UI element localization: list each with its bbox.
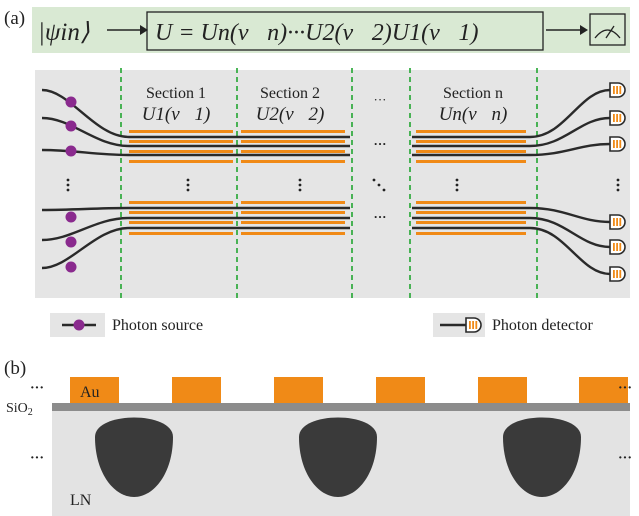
section-dividers bbox=[120, 68, 538, 298]
panel-a-label: (a) bbox=[4, 8, 25, 29]
sio2-label: SiO2 bbox=[6, 401, 33, 418]
vertical-ellipsis bbox=[66, 178, 620, 192]
section-n-title: Section n bbox=[443, 85, 503, 102]
section-2-operator: U2(v⃗2) bbox=[256, 104, 325, 125]
photon-source-icon bbox=[73, 319, 85, 331]
legend-photon-source: Photon source bbox=[50, 313, 203, 337]
unitary-expression: U = Un(v⃗n)···U2(v⃗2)U1(v⃗1) bbox=[155, 20, 478, 46]
output-waveguides bbox=[529, 88, 611, 276]
ln-label: LN bbox=[70, 492, 92, 509]
section-1-operator: U1(v⃗1) bbox=[142, 104, 211, 125]
ellipsis-right-bottom: ··· bbox=[618, 451, 632, 466]
photon-detector-icon bbox=[465, 317, 482, 333]
photon-detector-icon bbox=[609, 136, 626, 152]
electrodes bbox=[129, 130, 526, 235]
horizontal-ellipsis: ··· bbox=[373, 136, 386, 151]
horizontal-ellipsis: ··· bbox=[374, 92, 387, 107]
arrow-icon bbox=[107, 25, 148, 35]
photon-detector-icon bbox=[609, 82, 626, 98]
sio2-layer bbox=[52, 403, 630, 411]
photon-detector-icon bbox=[609, 110, 626, 126]
input-waveguides bbox=[41, 88, 130, 270]
optical-modes bbox=[95, 417, 581, 497]
legend-source-label: Photon source bbox=[112, 317, 203, 334]
legend-photon-detector: Photon detector bbox=[433, 313, 594, 337]
ellipsis-left-top: ··· bbox=[30, 381, 44, 396]
meter-icon bbox=[589, 13, 626, 46]
ellipsis-left-bottom: ··· bbox=[30, 451, 44, 466]
photon-detector-icon bbox=[609, 214, 626, 230]
section-waveguides bbox=[129, 135, 530, 230]
photon-source-icon bbox=[65, 96, 77, 108]
photon-detector-icon bbox=[609, 266, 626, 282]
photon-detectors bbox=[609, 82, 626, 282]
section-1-title: Section 1 bbox=[146, 85, 206, 102]
chip-background bbox=[35, 70, 630, 298]
panel-b-label: (b) bbox=[4, 358, 26, 379]
au-electrodes bbox=[70, 377, 628, 403]
section-2-title: Section 2 bbox=[260, 85, 320, 102]
photon-source-icon bbox=[65, 236, 77, 248]
ellipsis-right-top: ··· bbox=[618, 381, 632, 396]
photon-source-icon bbox=[65, 120, 77, 132]
photon-detector-icon bbox=[609, 239, 626, 255]
photon-source-icon bbox=[65, 211, 77, 223]
au-label: Au bbox=[80, 384, 100, 401]
photon-source-icon bbox=[65, 261, 77, 273]
arrow-icon bbox=[546, 25, 588, 35]
photon-sources bbox=[65, 96, 77, 273]
input-state: |ψin⟩ bbox=[38, 19, 90, 46]
horizontal-ellipsis: ··· bbox=[373, 209, 386, 224]
photon-source-icon bbox=[65, 145, 77, 157]
photon-detector-icon bbox=[465, 317, 482, 333]
section-n-operator: Un(v⃗n) bbox=[439, 104, 508, 125]
unitary-box bbox=[146, 11, 544, 51]
legend-detector-label: Photon detector bbox=[492, 317, 594, 334]
